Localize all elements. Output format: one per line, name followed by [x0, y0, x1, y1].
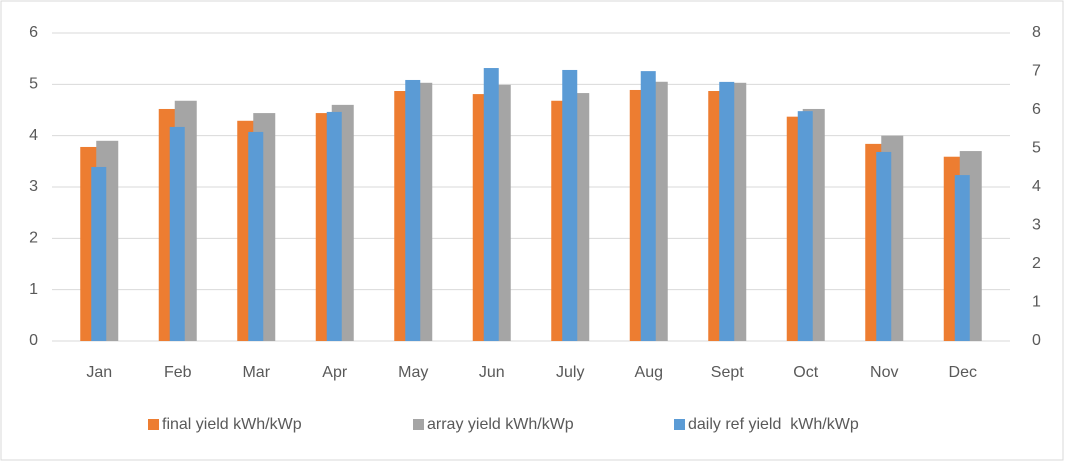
legend-label: daily ref yield kWh/kWp [688, 416, 859, 433]
y2-tick-label: 3 [1032, 217, 1041, 234]
y-tick-label: 6 [29, 24, 38, 41]
x-tick-label: Jan [86, 364, 112, 381]
x-tick-label: Dec [949, 364, 977, 381]
x-tick-label: Mar [242, 364, 270, 381]
y2-tick-label: 7 [1032, 63, 1041, 80]
x-tick-label: Oct [793, 364, 818, 381]
x-tick-label: Feb [164, 364, 192, 381]
x-tick-label: Sept [711, 364, 744, 381]
bar [169, 126, 185, 341]
y-tick-label: 3 [29, 178, 38, 195]
legend-label: final yield kWh/kWp [162, 416, 302, 433]
x-tick-label: July [556, 364, 584, 381]
bar [326, 111, 342, 341]
x-tick-label: Nov [870, 364, 898, 381]
bar [562, 69, 578, 342]
legend-swatch [674, 419, 685, 430]
x-tick-label: Jun [479, 364, 505, 381]
bar [91, 166, 107, 341]
legend-swatch [413, 419, 424, 430]
y2-tick-label: 2 [1032, 255, 1041, 272]
x-tick-label: Apr [322, 364, 348, 381]
y-tick-label: 5 [29, 76, 38, 93]
y2-tick-label: 6 [1032, 101, 1041, 118]
legend-swatch [148, 419, 159, 430]
y-tick-label: 2 [29, 230, 38, 247]
y2-tick-label: 4 [1032, 178, 1041, 195]
bar [248, 131, 264, 341]
x-tick-label: May [398, 364, 428, 381]
y2-tick-label: 8 [1032, 24, 1041, 41]
y-tick-label: 4 [29, 127, 38, 144]
bar [954, 175, 970, 341]
bar [876, 151, 892, 341]
y2-tick-label: 0 [1032, 332, 1041, 349]
bar [640, 71, 656, 342]
y2-tick-label: 5 [1032, 140, 1041, 157]
x-tick-label: Aug [635, 364, 663, 381]
y-tick-label: 1 [29, 281, 38, 298]
bar [483, 68, 499, 341]
bar [797, 111, 813, 341]
legend-label: array yield kWh/kWp [427, 416, 574, 433]
bar [405, 79, 421, 341]
y-tick-label: 0 [29, 332, 38, 349]
y2-tick-label: 1 [1032, 294, 1041, 311]
bar [719, 81, 735, 342]
